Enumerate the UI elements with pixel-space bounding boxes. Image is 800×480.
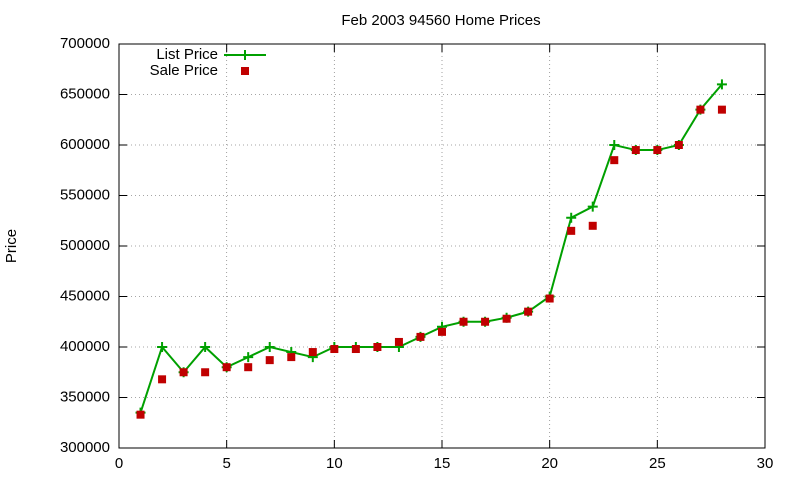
point bbox=[158, 375, 167, 384]
y-tick-label: 450000 bbox=[60, 287, 110, 304]
x-tick-label: 10 bbox=[326, 455, 343, 472]
point bbox=[222, 363, 231, 372]
y-tick-label: 300000 bbox=[60, 439, 110, 456]
point bbox=[653, 146, 662, 155]
y-tick-label: 400000 bbox=[60, 338, 110, 355]
point bbox=[330, 345, 339, 354]
point bbox=[264, 342, 275, 352]
point bbox=[438, 327, 446, 336]
y-axis-label: Price bbox=[3, 229, 20, 263]
y-tick-label: 650000 bbox=[60, 85, 110, 102]
legend-marker bbox=[240, 50, 250, 60]
point bbox=[567, 226, 576, 235]
point bbox=[566, 212, 577, 223]
point bbox=[201, 368, 210, 377]
point bbox=[157, 342, 168, 352]
x-tick-label: 0 bbox=[115, 455, 123, 472]
y-tick-label: 600000 bbox=[60, 136, 110, 153]
series-line bbox=[139, 83, 723, 413]
point bbox=[200, 342, 211, 352]
point bbox=[674, 141, 683, 149]
y-tick-label: 700000 bbox=[60, 35, 110, 52]
point bbox=[481, 317, 490, 326]
x-tick-label: 15 bbox=[434, 455, 451, 472]
y-tick-label: 500000 bbox=[60, 237, 110, 254]
point bbox=[308, 348, 317, 357]
point bbox=[459, 317, 468, 326]
point bbox=[631, 146, 640, 155]
chart-title: Feb 2003 94560 Home Prices bbox=[341, 12, 540, 29]
point bbox=[373, 343, 382, 351]
legend-marker bbox=[241, 67, 249, 75]
point bbox=[545, 294, 554, 303]
point bbox=[394, 337, 403, 346]
point bbox=[243, 352, 254, 363]
point bbox=[609, 140, 620, 150]
point bbox=[610, 156, 619, 165]
y-tick-label: 350000 bbox=[60, 388, 110, 405]
point bbox=[265, 356, 274, 365]
x-tick-label: 25 bbox=[649, 455, 666, 472]
plot-frame bbox=[118, 43, 766, 449]
point bbox=[716, 79, 727, 90]
point bbox=[696, 105, 705, 114]
point bbox=[287, 353, 296, 362]
legend-label: Sale Price bbox=[150, 62, 218, 79]
point bbox=[179, 368, 188, 377]
x-tick-label: 5 bbox=[222, 455, 230, 472]
point bbox=[587, 201, 598, 212]
point bbox=[416, 332, 425, 341]
y-tick-label: 550000 bbox=[60, 186, 110, 203]
point bbox=[502, 314, 511, 323]
x-tick-label: 30 bbox=[757, 455, 774, 472]
point bbox=[588, 221, 597, 230]
point bbox=[524, 307, 533, 316]
x-tick-label: 20 bbox=[541, 455, 558, 472]
point bbox=[717, 105, 726, 114]
point bbox=[244, 363, 253, 372]
point bbox=[136, 410, 145, 419]
legend-label: List Price bbox=[156, 46, 218, 63]
point bbox=[351, 345, 360, 354]
